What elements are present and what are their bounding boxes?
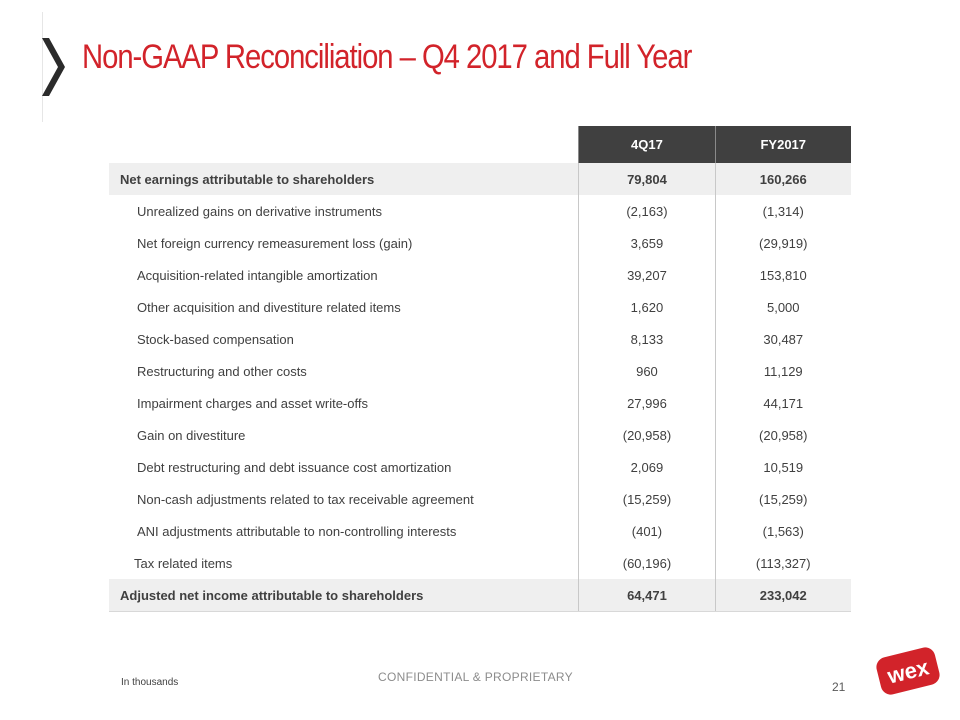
row-value-4q17: 2,069 <box>578 451 716 483</box>
row-label: Net earnings attributable to shareholder… <box>109 163 579 195</box>
row-label: Gain on divestiture <box>137 427 246 443</box>
column-header-4q17: 4Q17 <box>578 126 716 163</box>
row-value-fy2017: (15,259) <box>714 483 851 515</box>
row-label: Stock-based compensation <box>137 331 294 347</box>
row-label: Debt restructuring and debt issuance cos… <box>137 459 452 475</box>
row-label: Restructuring and other costs <box>137 363 307 379</box>
row-value-4q17: 79,804 <box>578 163 716 195</box>
row-value-fy2017: (20,958) <box>714 419 851 451</box>
row-label: Other acquisition and divestiture relate… <box>137 299 401 315</box>
row-value-fy2017: 11,129 <box>714 355 851 387</box>
row-value-fy2017: (1,563) <box>714 515 851 547</box>
table-row: Impairment charges and asset write-offs … <box>109 387 851 419</box>
header-empty-cell <box>109 126 579 163</box>
row-value-fy2017: 153,810 <box>714 259 851 291</box>
table-row: Debt restructuring and debt issuance cos… <box>109 451 851 483</box>
table-row: Restructuring and other costs 960 11,129 <box>109 355 851 387</box>
row-value-4q17: 3,659 <box>578 227 716 259</box>
footnote: In thousands <box>121 677 179 688</box>
slide-title: Non-GAAP Reconciliation – Q4 2017 and Fu… <box>82 38 692 76</box>
row-value-4q17: 64,471 <box>578 579 716 612</box>
row-value-4q17: (20,958) <box>578 419 716 451</box>
reconciliation-table: 4Q17 FY2017 Net earnings attributable to… <box>109 126 851 612</box>
row-label: Unrealized gains on derivative instrumen… <box>137 203 382 219</box>
table-row-total: Adjusted net income attributable to shar… <box>109 579 851 612</box>
row-label: Acquisition-related intangible amortizat… <box>137 267 378 283</box>
table-row: Non-cash adjustments related to tax rece… <box>109 483 851 515</box>
chevron-right-icon <box>42 38 65 96</box>
table-row: Gain on divestiture (20,958) (20,958) <box>109 419 851 451</box>
row-label: ANI adjustments attributable to non-cont… <box>137 523 457 539</box>
row-label: Adjusted net income attributable to shar… <box>109 579 579 612</box>
row-value-fy2017: 5,000 <box>714 291 851 323</box>
row-value-4q17: 1,620 <box>578 291 716 323</box>
row-value-4q17: 960 <box>578 355 716 387</box>
row-value-fy2017: 233,042 <box>714 579 851 612</box>
wex-logo-icon: wex <box>876 647 940 695</box>
table-row: Other acquisition and divestiture relate… <box>109 291 851 323</box>
confidential-label: CONFIDENTIAL & PROPRIETARY <box>378 670 573 684</box>
row-value-fy2017: 10,519 <box>714 451 851 483</box>
table-row: Tax related items (60,196) (113,327) <box>109 547 851 579</box>
row-value-4q17: 8,133 <box>578 323 716 355</box>
table-header-row: 4Q17 FY2017 <box>109 126 851 163</box>
table-row: Net foreign currency remeasurement loss … <box>109 227 851 259</box>
table-row: Net earnings attributable to shareholder… <box>109 163 851 195</box>
row-label: Net foreign currency remeasurement loss … <box>137 235 413 251</box>
row-value-fy2017: 30,487 <box>714 323 851 355</box>
row-label: Impairment charges and asset write-offs <box>137 395 368 411</box>
table-row: ANI adjustments attributable to non-cont… <box>109 515 851 547</box>
row-value-fy2017: (1,314) <box>714 195 851 227</box>
table-row: Unrealized gains on derivative instrumen… <box>109 195 851 227</box>
column-header-fy2017: FY2017 <box>714 126 851 163</box>
side-divider-line <box>42 12 43 122</box>
row-value-4q17: 27,996 <box>578 387 716 419</box>
page-number: 21 <box>832 680 846 694</box>
table-row: Acquisition-related intangible amortizat… <box>109 259 851 291</box>
row-value-4q17: (2,163) <box>578 195 716 227</box>
row-value-fy2017: 44,171 <box>714 387 851 419</box>
row-value-4q17: (401) <box>578 515 716 547</box>
row-value-4q17: (60,196) <box>578 547 716 579</box>
row-value-fy2017: 160,266 <box>714 163 851 195</box>
row-value-4q17: (15,259) <box>578 483 716 515</box>
row-value-fy2017: (113,327) <box>714 547 851 579</box>
row-value-4q17: 39,207 <box>578 259 716 291</box>
table-row: Stock-based compensation 8,133 30,487 <box>109 323 851 355</box>
row-label: Tax related items <box>134 555 233 571</box>
row-label: Non-cash adjustments related to tax rece… <box>137 491 474 507</box>
row-value-fy2017: (29,919) <box>714 227 851 259</box>
